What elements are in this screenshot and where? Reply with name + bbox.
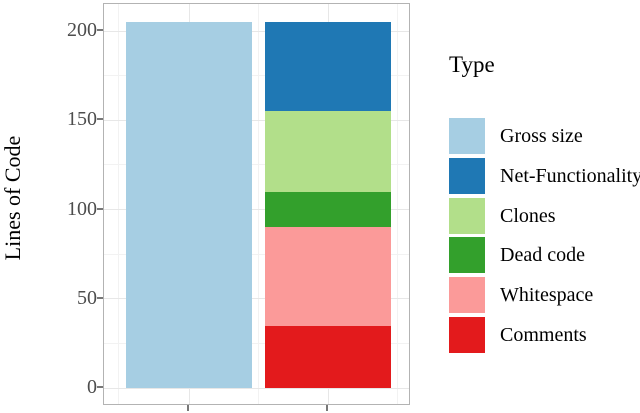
legend-swatch-whitespace [449,277,485,314]
ytick-label-150: 150 [67,108,97,131]
gridline-minor-x-1 [257,4,259,404]
bar-segment-net-functionality [265,22,391,112]
ytick-label-100: 100 [67,197,97,220]
plot-panel [103,3,410,405]
legend-swatch-dead-code [449,237,485,274]
ytick-mark-0 [97,386,103,388]
gridline-major-y-0 [104,387,409,389]
legend-swatch-comments [449,317,485,353]
ytick-label-200: 200 [67,19,97,41]
ytick-mark-200 [97,29,103,31]
gridline-minor-y-75 [104,253,409,255]
ytick-label-0: 0 [87,376,97,398]
ytick-mark-50 [97,296,103,299]
ytick-mark-100 [97,207,103,210]
gridline-major-y-200 [104,30,409,32]
legend-swatch-clones [449,197,485,234]
bar-segment-gross-size [126,22,252,388]
bar-segment-comments [265,325,391,388]
bar-segment-whitespace [265,227,391,326]
legend-label-whitespace: Whitespace [500,284,594,307]
legend-label-dead-code: Dead code [500,244,585,267]
y-axis-title: Lines of Code [0,135,25,261]
xtick-mark-0 [187,405,189,411]
gridline-minor-y-175 [104,75,409,77]
gridline-minor-x-0 [118,4,119,404]
legend-swatch-gross-size [449,118,485,154]
ytick-mark-150 [97,118,103,121]
ytick-label-50: 50 [77,286,97,309]
legend-title: Type [449,52,495,77]
bar-segment-clones [265,111,391,192]
gridline-minor-x-2 [397,4,398,404]
legend-swatch-net-functionality [449,157,485,194]
legend-label-gross-size: Gross size [500,125,583,147]
legend-label-net-functionality: Net-Functionality [500,164,640,187]
legend-label-comments: Comments [500,324,587,346]
gridline-minor-y-125 [104,164,409,166]
bar-segment-dead-code [265,191,391,228]
gridline-major-y-150 [104,119,409,121]
gridline-major-y-50 [104,298,409,300]
xtick-mark-1 [326,405,328,411]
gridline-minor-y-25 [104,342,409,344]
gridline-major-y-100 [104,209,409,210]
legend-label-clones: Clones [500,204,556,227]
